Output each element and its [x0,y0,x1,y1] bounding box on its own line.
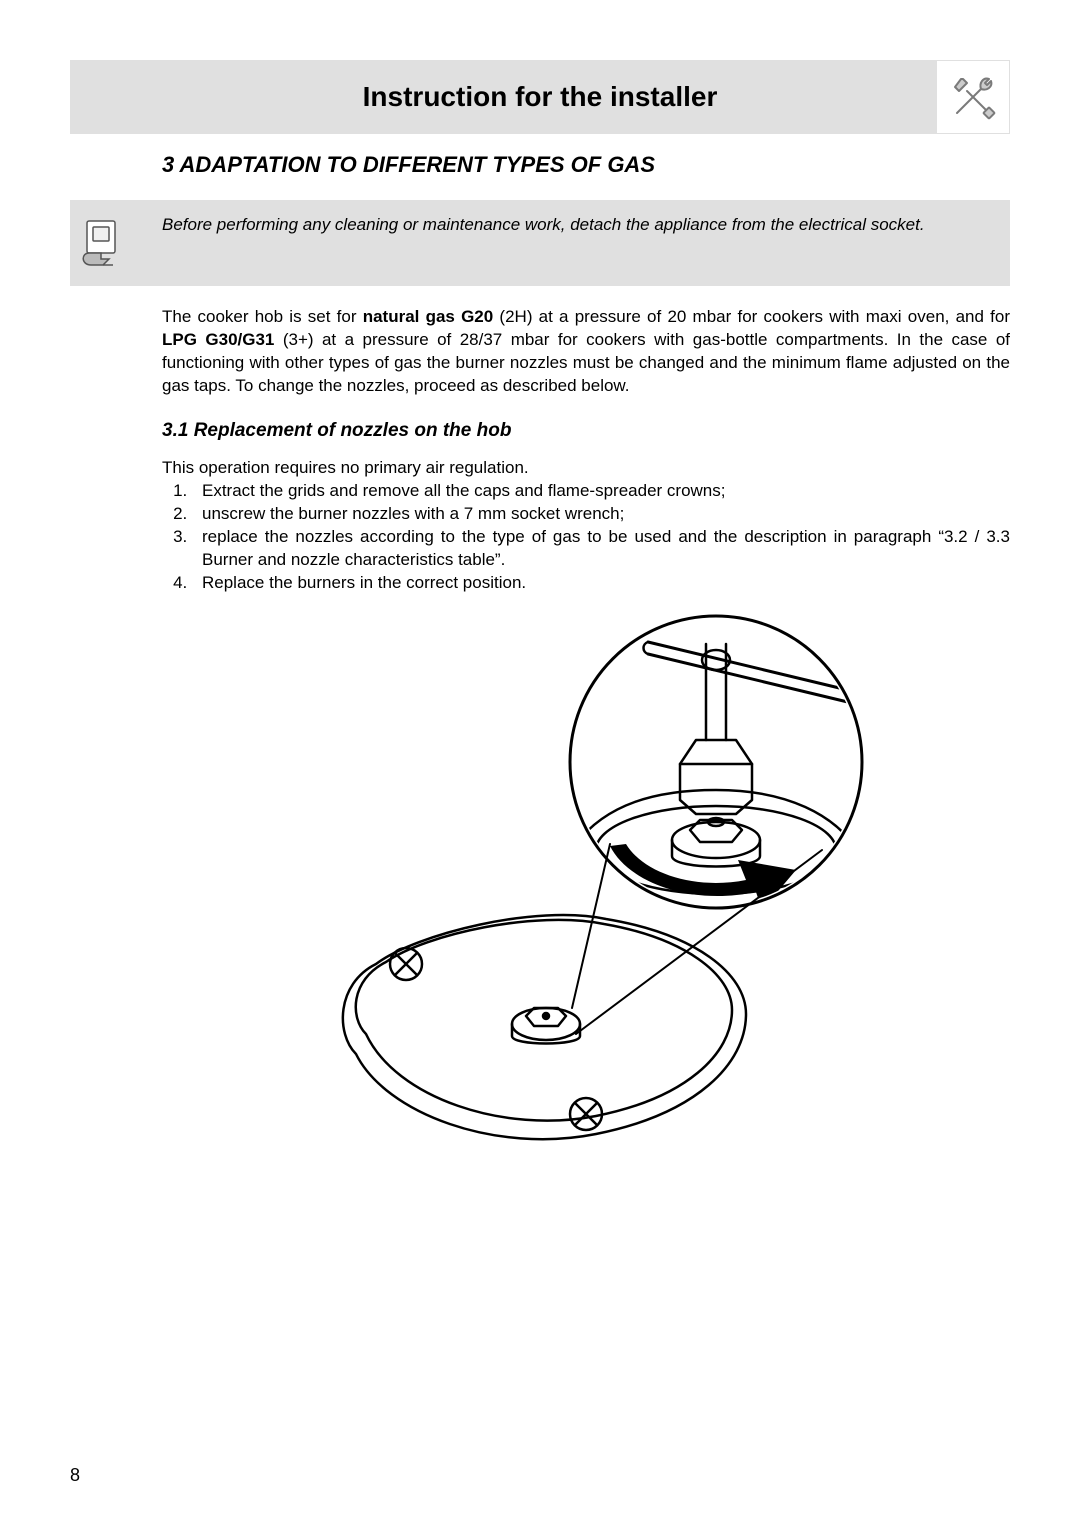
wrench-screwdriver-icon [945,69,1001,125]
step-item: replace the nozzles according to the typ… [192,526,1010,572]
body-text-suffix: (3+) at a pressure of 28/37 mbar for coo… [162,330,1010,395]
diagram-container [162,614,1010,1174]
subsection-intro: This operation requires no primary air r… [162,458,1010,478]
body-text-mid: (2H) at a pressure of 20 mbar for cooker… [493,307,1010,326]
warning-box: Before performing any cleaning or mainte… [70,200,1010,286]
step-item: Replace the burners in the correct posit… [192,572,1010,595]
title-bar: Instruction for the installer [70,60,1010,134]
installer-icon-box [936,60,1010,134]
steps-list: Extract the grids and remove all the cap… [162,480,1010,595]
section-heading: 3 ADAPTATION TO DIFFERENT TYPES OF GAS [162,152,1010,178]
body-paragraph: The cooker hob is set for natural gas G2… [162,306,1010,398]
page-number: 8 [70,1465,80,1486]
plug-icon [70,210,132,272]
step-item: unscrew the burner nozzles with a 7 mm s… [192,503,1010,526]
nozzle-diagram [276,614,896,1174]
body-text-prefix: The cooker hob is set for [162,307,363,326]
step-item: Extract the grids and remove all the cap… [192,480,1010,503]
page-title: Instruction for the installer [363,81,718,113]
body-bold-2: LPG G30/G31 [162,330,274,349]
warning-text: Before performing any cleaning or mainte… [162,214,992,236]
subsection-heading: 3.1 Replacement of nozzles on the hob [162,420,1010,442]
body-bold-1: natural gas G20 [363,307,494,326]
